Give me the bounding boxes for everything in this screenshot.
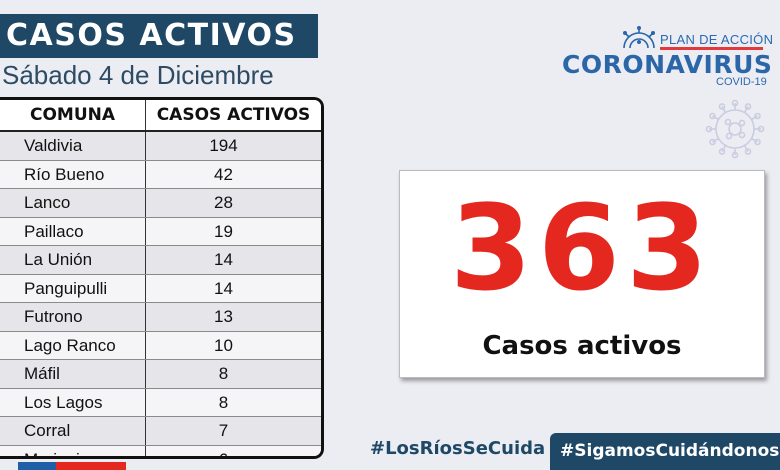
cell-casos: 10 <box>145 331 321 359</box>
logo-coronavirus-text: CORONAVIRUS <box>562 50 773 79</box>
cell-casos: 6 <box>145 445 321 456</box>
cell-casos: 14 <box>145 274 321 302</box>
table-row: Corral 7 <box>0 417 321 446</box>
cell-casos: 42 <box>145 160 321 188</box>
cell-casos: 8 <box>145 360 321 388</box>
cell-comuna: Paillaco <box>24 221 84 241</box>
table-body: Valdivia 194 Río Bueno 42 Lanco 28 Paillaco 19 L… <box>0 132 321 459</box>
total-cases-number: 363 <box>449 179 715 317</box>
header-casos: CASOS ACTIVOS <box>145 100 321 130</box>
table-row: Panguipulli 14 <box>0 274 321 303</box>
table-row: Futrono 13 <box>0 303 321 332</box>
cell-casos: 7 <box>145 417 321 445</box>
page-title: CASOS ACTIVOS <box>6 18 297 53</box>
logo-accent-bar <box>660 47 763 50</box>
header-comuna: COMUNA <box>29 105 116 125</box>
cell-comuna: Los Lagos <box>24 392 103 412</box>
virus-icon <box>623 26 655 48</box>
table-row: Mariquina 6 <box>0 445 321 459</box>
total-cases-card: 363 Casos activos <box>399 170 765 378</box>
cell-casos: 14 <box>145 246 321 274</box>
table-row: Lago Ranco 10 <box>0 331 321 360</box>
cell-comuna: Panguipulli <box>24 278 108 298</box>
cell-comuna: Lanco <box>24 193 71 212</box>
virus-decoration-icon <box>705 99 765 159</box>
hashtag-los-rios: #LosRíosSeCuida <box>370 438 546 459</box>
table-row: Lanco 28 <box>0 189 321 218</box>
table-row: Paillaco 19 <box>0 217 321 246</box>
table-row: Valdivia 194 <box>0 132 321 161</box>
cell-comuna: Lago Ranco <box>24 335 116 355</box>
table-header: COMUNA CASOS ACTIVOS <box>0 100 321 132</box>
cell-casos: 194 <box>145 132 321 160</box>
logo-covid-text: COVID-19 <box>716 76 767 88</box>
cell-comuna: Corral <box>24 421 71 440</box>
table-row: Máfil 8 <box>0 360 321 389</box>
cell-casos: 28 <box>145 189 321 217</box>
title-banner: CASOS ACTIVOS <box>0 14 318 58</box>
table-row: La Unión 14 <box>0 246 321 275</box>
cell-casos: 19 <box>145 217 321 245</box>
table-row: Los Lagos 8 <box>0 388 321 417</box>
cases-table: COMUNA CASOS ACTIVOS Valdivia 194 Río Buen… <box>0 97 324 459</box>
cell-comuna: Futrono <box>24 307 83 326</box>
date-subtitle: Sábado 4 de Diciembre <box>2 60 274 90</box>
total-cases-label: Casos activos <box>482 331 682 361</box>
table-row: Río Bueno 42 <box>0 160 321 189</box>
hashtag-banner: #SigamosCuidándonos <box>550 433 780 470</box>
hashtag-sigamos: #SigamosCuidándonos <box>560 441 780 461</box>
flag-stripe-red <box>56 462 126 470</box>
logo-plan-text: PLAN DE ACCIÓN <box>660 32 774 47</box>
cell-comuna: Máfil <box>24 364 60 383</box>
cell-comuna: La Unión <box>24 250 93 269</box>
cell-comuna: Valdivia <box>24 136 83 155</box>
cell-casos: 13 <box>145 303 321 331</box>
flag-stripe-blue <box>18 462 56 470</box>
cell-comuna: Río Bueno <box>24 164 105 184</box>
cell-casos: 8 <box>145 388 321 416</box>
cell-comuna: Mariquina <box>24 449 99 459</box>
